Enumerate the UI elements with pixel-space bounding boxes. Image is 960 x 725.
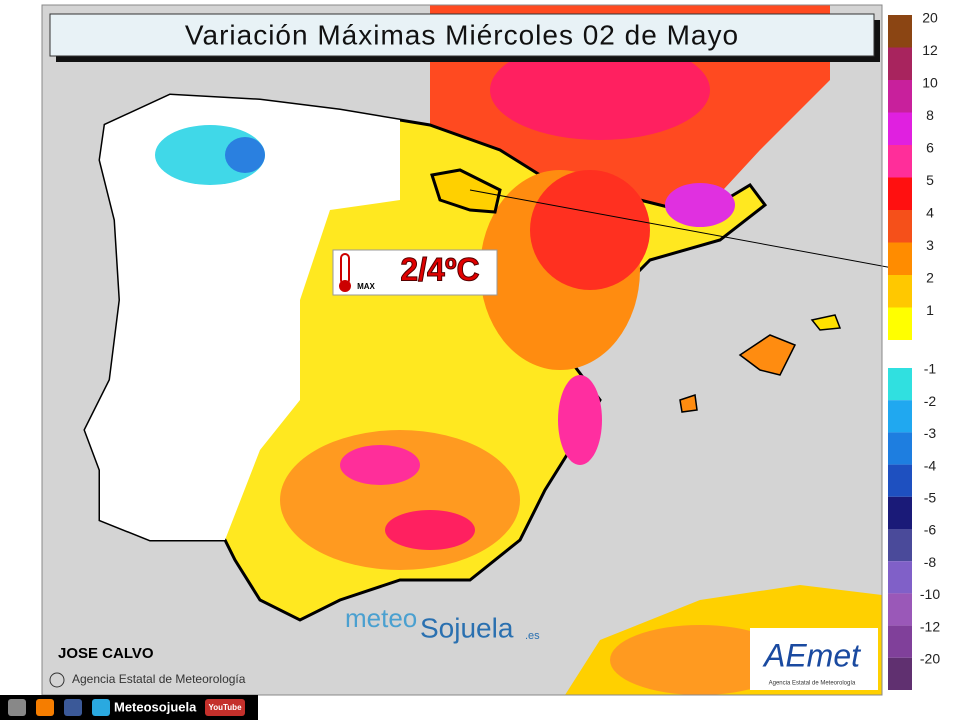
- heat-area: [610, 625, 790, 695]
- copyright-mark: [49, 672, 65, 688]
- title-box: [49, 13, 875, 57]
- legend-swatch: [888, 496, 912, 529]
- icon[interactable]: [205, 699, 245, 716]
- watermark: Sojuela: [420, 612, 514, 643]
- legend-swatch: [888, 368, 912, 401]
- legend-swatch: [888, 47, 912, 80]
- legend-swatch: [888, 275, 912, 308]
- island: [679, 394, 698, 413]
- legend-swatch: [888, 561, 912, 594]
- icon[interactable]: [36, 699, 54, 716]
- legend-label: 1: [926, 302, 934, 318]
- heat-area: [558, 375, 602, 465]
- legend-label: -8: [924, 554, 937, 570]
- legend-swatch: [888, 657, 912, 690]
- watermark: .es: [525, 630, 540, 642]
- pointer-line: [469, 189, 894, 269]
- la-rioja: [430, 168, 502, 214]
- legend-label: -20: [920, 651, 940, 667]
- legend-label: 5: [926, 172, 934, 188]
- legend-swatch: [888, 112, 912, 145]
- heat-area: [530, 170, 650, 290]
- legend-label: 3: [926, 237, 934, 253]
- legend-label: -12: [920, 618, 940, 634]
- watermark: meteo: [345, 603, 417, 633]
- legend-swatch: [888, 593, 912, 626]
- legend-swatch: [888, 464, 912, 497]
- title: Variación Máximas Miércoles 02 de Mayo: [185, 19, 739, 50]
- legend-label: 8: [926, 107, 934, 123]
- legend-swatch: [888, 625, 912, 658]
- legend-swatch: [888, 15, 912, 48]
- heat-area: [490, 40, 710, 140]
- legend-swatch: [888, 177, 912, 210]
- thermometer-bulb: [339, 280, 351, 292]
- legend-label: -4: [924, 457, 937, 473]
- legend-label: -1: [924, 361, 937, 377]
- youtube-label[interactable]: YouTube: [208, 703, 242, 712]
- legend-swatch: [888, 210, 912, 243]
- icon[interactable]: [92, 699, 110, 716]
- heat-area: [340, 445, 420, 485]
- cold-area: [225, 137, 265, 173]
- legend-label: -2: [924, 393, 937, 409]
- author: JOSE CALVO: [58, 645, 154, 662]
- heat-area: [665, 183, 735, 227]
- legend-label: 6: [926, 140, 934, 156]
- legend-swatch: [888, 529, 912, 562]
- credit: Agencia Estatal de Meteorología: [72, 672, 246, 686]
- heat-area: [385, 510, 475, 550]
- legend-swatch: [888, 80, 912, 113]
- annotation-box: [332, 249, 498, 296]
- annotation-value: 2/4ºC: [400, 251, 479, 287]
- thermometer: [340, 253, 350, 285]
- legend-label: 12: [922, 42, 938, 58]
- legend-swatch: [888, 145, 912, 178]
- legend-label: 10: [922, 75, 938, 91]
- map-frame: [41, 4, 883, 696]
- legend-swatch: [888, 400, 912, 433]
- legend-label: 2: [926, 270, 934, 286]
- logo-name: AEmet: [762, 637, 861, 673]
- legend-label: -5: [924, 490, 937, 506]
- legend-label: 20: [922, 10, 938, 26]
- legend-swatch: [888, 307, 912, 340]
- legend-label: -3: [924, 425, 937, 441]
- legend-swatch: [888, 432, 912, 465]
- legend-label: 4: [926, 205, 934, 221]
- icon[interactable]: [64, 699, 82, 716]
- icon-label: MAX: [357, 282, 375, 291]
- legend-swatch: [888, 242, 912, 275]
- logo-subtitle: Agencia Estatal de Meteorología: [769, 681, 856, 687]
- footer-brand: Meteosojuela: [114, 699, 197, 714]
- icon[interactable]: [8, 699, 26, 716]
- legend-label: -6: [924, 522, 937, 538]
- island: [738, 334, 797, 376]
- white-area: [85, 95, 400, 540]
- island: [810, 314, 842, 331]
- logo-box: [750, 628, 878, 690]
- legend-label: -10: [920, 586, 940, 602]
